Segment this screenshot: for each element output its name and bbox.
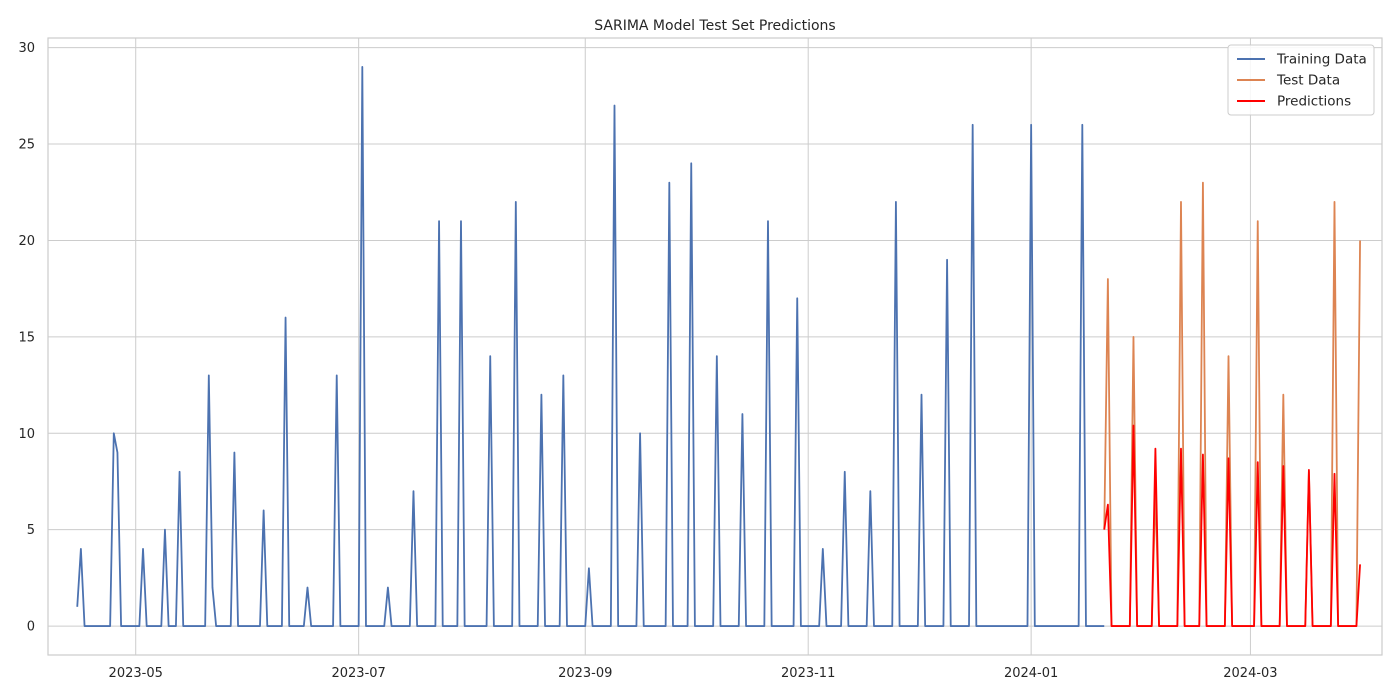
y-tick-label: 20	[18, 234, 35, 249]
series-layer	[76, 66, 1361, 627]
chart-title: SARIMA Model Test Set Predictions	[594, 18, 835, 34]
y-tick-label: 10	[18, 427, 35, 442]
tick-label-layer: 0 5 10 15 20 25 30 2023-05 2023-07 2023-09 2023-11…	[18, 41, 1277, 681]
y-tick-label: 25	[18, 138, 35, 153]
x-tick-label: 2023-07	[331, 666, 385, 681]
legend: Training Data Test Data Predictions	[1227, 44, 1375, 116]
series-line-training	[76, 66, 1105, 627]
legend-label-predictions: Predictions	[1277, 94, 1351, 110]
x-tick-label: 2023-09	[558, 666, 612, 681]
x-tick-label: 2024-01	[1004, 666, 1058, 681]
x-tick-label: 2023-11	[781, 666, 835, 681]
plot-frame	[47, 37, 1383, 656]
y-tick-label: 15	[18, 330, 35, 345]
y-tick-label: 0	[27, 620, 35, 635]
x-tick-label: 2024-03	[1223, 666, 1277, 681]
series-line-predictions	[1103, 424, 1361, 627]
legend-label-training: Training Data	[1276, 52, 1367, 68]
y-tick-label: 5	[27, 523, 35, 538]
legend-box	[1227, 44, 1375, 116]
x-tick-label: 2023-05	[109, 666, 163, 681]
legend-label-test: Test Data	[1276, 73, 1340, 89]
y-tick-label: 30	[18, 41, 35, 56]
